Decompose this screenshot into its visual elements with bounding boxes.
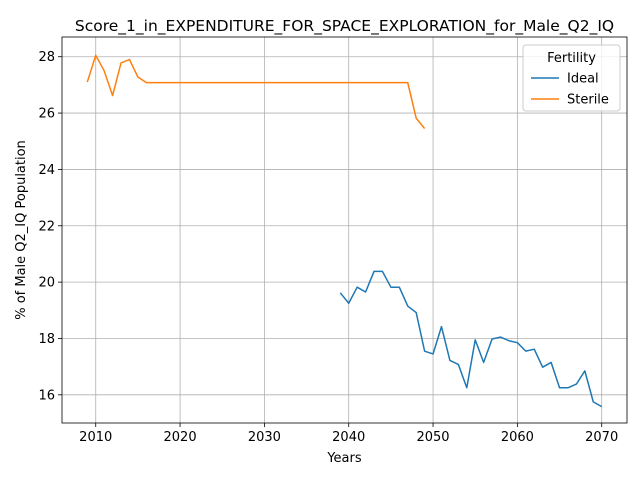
- y-tick-label: 16: [38, 388, 55, 403]
- x-tick-label: 2010: [79, 430, 112, 445]
- y-tick-label: 20: [38, 276, 55, 291]
- chart-title: Score_1_in_EXPENDITURE_FOR_SPACE_EXPLORA…: [75, 17, 614, 36]
- x-tick-label: 2060: [501, 430, 534, 445]
- x-axis-label: Years: [326, 451, 362, 466]
- y-tick-label: 28: [38, 50, 55, 65]
- legend-label-ideal: Ideal: [567, 72, 599, 87]
- legend-label-sterile: Sterile: [567, 93, 609, 108]
- legend-title: Fertility: [547, 51, 596, 66]
- y-tick-label: 24: [38, 163, 55, 178]
- x-tick-label: 2050: [416, 430, 449, 445]
- y-tick-label: 22: [38, 219, 55, 234]
- legend: Fertility Ideal Sterile: [523, 45, 620, 111]
- y-axis-label: % of Male Q2_IQ Population: [14, 140, 29, 320]
- x-tick-label: 2070: [585, 430, 618, 445]
- y-tick-label: 26: [38, 107, 55, 122]
- y-tick-label: 18: [38, 332, 55, 347]
- x-tick-label: 2040: [332, 430, 365, 445]
- x-tick-label: 2030: [248, 430, 281, 445]
- x-tick-label: 2020: [164, 430, 197, 445]
